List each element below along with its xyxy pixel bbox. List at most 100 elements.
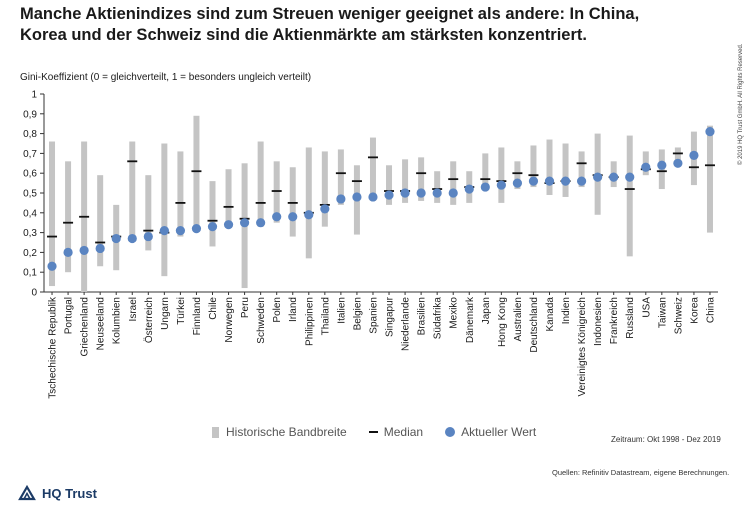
range-bar — [337, 149, 344, 205]
current-value-dot — [159, 226, 169, 236]
current-value-dot — [673, 158, 683, 168]
range-bar — [626, 135, 633, 257]
legend-item-current: Aktueller Wert — [445, 425, 536, 439]
current-value-dot — [256, 218, 266, 228]
legend-range-label: Historische Bandbreite — [226, 425, 347, 439]
x-tick-label: Israel — [128, 297, 139, 321]
current-value-dot — [239, 218, 250, 228]
x-tick-label: Belgien — [352, 297, 363, 330]
y-tick-label: 0,3 — [23, 228, 37, 239]
current-value-dot — [609, 172, 619, 182]
x-tick-label: Kolumbien — [112, 297, 123, 344]
legend-current-swatch — [445, 427, 456, 437]
current-value-dot — [464, 184, 474, 194]
current-value-dot — [95, 243, 105, 254]
x-tick-label: Italien — [336, 297, 347, 324]
current-value-dot — [368, 192, 378, 202]
chart-title-line-2: Korea und der Schweiz sind die Aktienmär… — [20, 26, 587, 44]
current-value-dot — [111, 233, 121, 244]
range-bar — [706, 125, 713, 233]
x-tick-label: Taiwan — [657, 297, 668, 328]
chart-axes: 0 0,1 0,2 0,3 0,4 0,5 0,6 0,7 0,8 0,9 1 — [23, 90, 718, 299]
x-tick-label: Chile — [208, 297, 219, 320]
range-bar — [434, 171, 441, 203]
x-tick-label: Neuseeland — [96, 297, 107, 350]
range-bar — [225, 169, 232, 227]
x-tick-label: Portugal — [64, 297, 75, 334]
sources-note: Quellen: Refinitiv Datastream, eigene Be… — [552, 468, 730, 477]
current-value-dots — [47, 127, 715, 271]
x-tick-label: Niederlande — [401, 297, 412, 351]
x-tick-label: Peru — [240, 297, 251, 318]
range-bar — [321, 151, 328, 227]
range-bar — [97, 175, 104, 267]
range-bar — [193, 115, 200, 229]
current-value-dot — [143, 231, 153, 242]
current-value-dot — [657, 160, 667, 170]
legend: Historische Bandbreite Median Aktueller … — [212, 425, 558, 439]
range-bars — [49, 115, 713, 292]
y-tick-label: 0,9 — [23, 109, 37, 120]
x-tick-label: Deutschland — [529, 297, 540, 353]
current-value-dot — [400, 188, 410, 198]
y-tick-label: 0,8 — [23, 129, 37, 140]
x-tick-label: Ungarn — [160, 297, 171, 330]
y-tick-label: 1 — [31, 90, 37, 101]
current-value-dot — [641, 162, 651, 172]
x-tick-label: Irland — [288, 297, 299, 322]
current-value-dot — [625, 172, 635, 182]
y-tick-label: 0,1 — [23, 268, 37, 279]
x-tick-label: Dänemark — [465, 296, 476, 343]
x-tick-label: Schweiz — [673, 297, 684, 334]
range-bar — [161, 143, 168, 277]
current-value-dot — [272, 212, 282, 222]
current-value-dot — [689, 150, 699, 160]
current-value-dot — [593, 172, 603, 182]
current-value-dot — [576, 176, 587, 186]
current-value-dot — [304, 210, 314, 220]
range-bar — [514, 161, 521, 190]
hq-trust-logo-icon — [18, 484, 36, 501]
copyright-note: © 2019 HQ Trust GmbH. All Rights Reserve… — [738, 43, 744, 165]
current-value-dot — [191, 224, 202, 234]
current-value-dot — [79, 245, 89, 256]
current-value-dot — [512, 178, 523, 188]
current-value-dot — [63, 247, 73, 257]
x-tick-label: Hong Kong — [497, 297, 508, 347]
x-tick-label: Frankreich — [609, 297, 620, 344]
x-tick-label: Mexiko — [449, 297, 460, 329]
range-bar — [145, 175, 152, 251]
x-tick-label: China — [705, 297, 716, 324]
range-bar — [129, 141, 136, 239]
current-value-dot — [127, 233, 137, 244]
current-value-dot — [705, 127, 715, 137]
chart-title: Manche Aktienindizes sind zum Streuen we… — [20, 4, 735, 46]
period-note: Zeitraum: Okt 1998 - Dez 2019 — [611, 435, 721, 444]
logo: HQ Trust — [18, 484, 97, 502]
x-tick-label: Vereinigtes Königreich — [577, 297, 588, 397]
current-value-dot — [544, 176, 555, 186]
x-tick-label: Indonesien — [593, 297, 604, 346]
current-value-dot — [175, 226, 186, 236]
range-bar — [305, 147, 312, 259]
current-value-dot — [448, 188, 458, 198]
x-tick-label: USA — [641, 297, 652, 318]
x-tick-label: Russland — [625, 297, 636, 339]
range-bar — [289, 167, 296, 237]
range-bar — [49, 141, 56, 287]
current-value-dot — [47, 261, 57, 271]
x-tick-label: Singapur — [385, 296, 396, 337]
y-tick-label: 0,2 — [23, 248, 37, 259]
x-tick-label: Korea — [689, 297, 700, 324]
current-value-dot — [384, 190, 394, 200]
current-value-dot — [480, 182, 490, 192]
range-bar — [209, 181, 216, 247]
x-tick-label: Spanien — [368, 297, 379, 334]
legend-item-median: Median — [368, 425, 423, 439]
x-tick-label: Polen — [272, 297, 283, 323]
range-bar — [273, 161, 280, 223]
range-bar — [674, 147, 681, 166]
x-tick-label: Griechenland — [80, 297, 91, 356]
current-value-dot — [432, 188, 442, 198]
